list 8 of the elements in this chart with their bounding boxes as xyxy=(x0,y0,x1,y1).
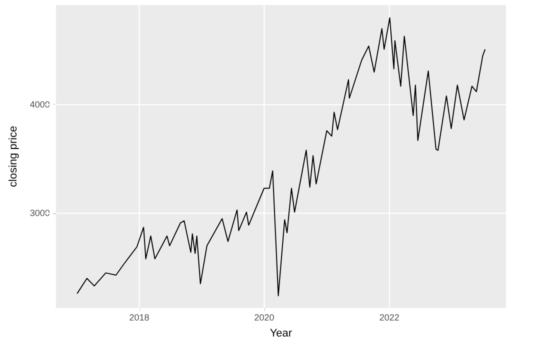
x-tick-label: 2020 xyxy=(254,312,274,322)
line-series xyxy=(76,17,486,296)
y-tick-label: 3000 xyxy=(30,208,50,218)
y-axis-title: closing price xyxy=(8,126,20,188)
x-axis-title: Year xyxy=(270,328,292,340)
x-tick-label: 2018 xyxy=(129,312,150,322)
x-tick-label: 2022 xyxy=(379,312,400,322)
y-tick-label: 4000 xyxy=(30,100,50,110)
